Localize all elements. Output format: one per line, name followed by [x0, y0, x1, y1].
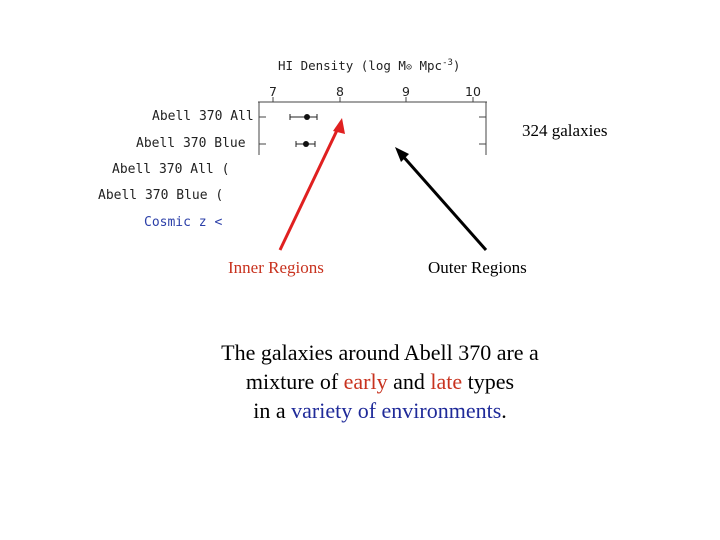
caption-line-1: The galaxies around Abell 370 are a [221, 340, 539, 365]
caption-line-2: mixture of early and late types [245, 369, 515, 394]
outer-arrow-head [395, 147, 409, 162]
inner-arrow-line [278, 123, 342, 251]
galaxies-count-label: 324 galaxies [522, 121, 608, 140]
row-label-abell370-blue: Abell 370 Blue [136, 136, 246, 151]
tick-label-9: 9 [402, 84, 410, 99]
caption-line-3: in a variety of environments. [253, 398, 507, 423]
inner-arrow-head [333, 118, 345, 134]
caption-late: late [430, 369, 463, 394]
inner-regions-label: Inner Regions [228, 258, 324, 277]
outer-arrow-line [399, 153, 488, 251]
tick-label-10: 10 [465, 84, 481, 99]
point-all [304, 114, 310, 120]
point-blue [303, 141, 309, 147]
caption-early: early [343, 369, 388, 394]
row-label-abell370-all-outer: Abell 370 All ( [112, 162, 230, 177]
row-label-cosmic: Cosmic z < [144, 215, 223, 230]
row-label-abell370-all: Abell 370 All [152, 109, 254, 124]
row-label-abell370-blue-outer: Abell 370 Blue ( [98, 188, 224, 203]
caption-variety: variety of environments [291, 398, 502, 423]
outer-regions-label: Outer Regions [428, 258, 527, 277]
tick-label-8: 8 [336, 84, 344, 99]
tick-label-7: 7 [269, 84, 277, 99]
axis-title: HI Density (log M⊙ Mpc-3) [278, 58, 461, 74]
caption: The galaxies around Abell 370 are a mixt… [0, 338, 720, 425]
